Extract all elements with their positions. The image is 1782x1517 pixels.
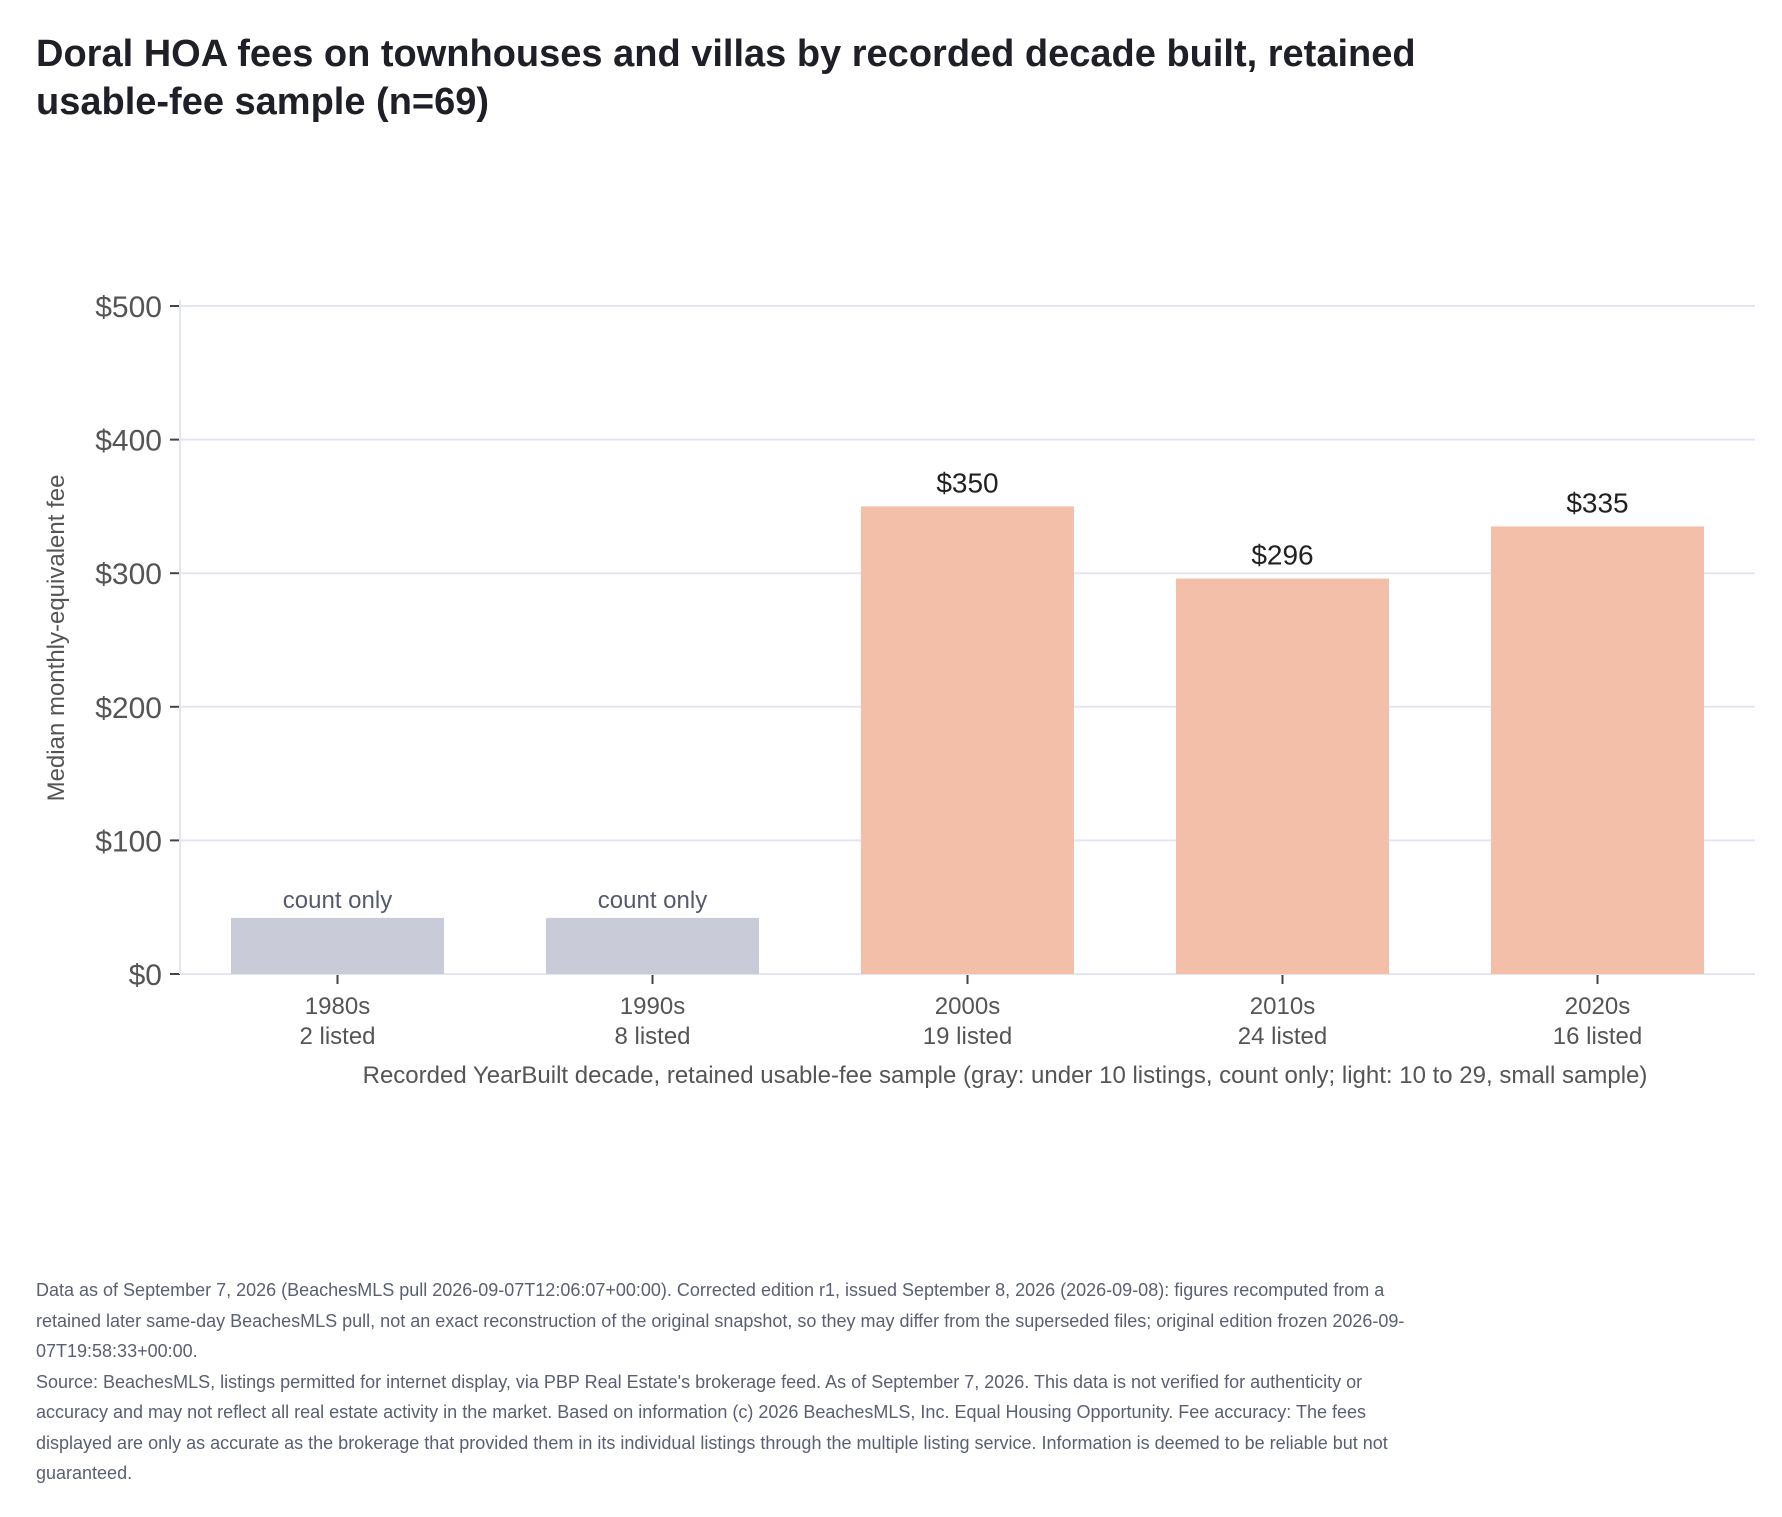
data-label: count only [283,887,392,914]
x-tick-count: 2 listed [299,1023,375,1050]
x-tick-count: 24 listed [1238,1023,1327,1050]
y-tick-label: $400 [95,425,162,458]
x-tick-count: 19 listed [923,1023,1012,1050]
x-tick-label: 1990s [620,993,685,1020]
y-tick-label: $0 [129,959,162,992]
x-tick-label: 2010s [1250,993,1315,1020]
x-tick-label: 1980s [305,993,370,1020]
data-label: $335 [1566,487,1628,518]
bar-chart: $0 $100 $200 $300 $400 $500 1980s 2 listed 1990s… [43,291,1755,1089]
y-tick-label: $500 [95,291,162,324]
y-tick-label: $100 [95,825,162,858]
x-tick-label: 2000s [935,993,1000,1020]
x-tick-count: 8 listed [614,1023,690,1050]
bars [231,506,1704,974]
data-label: $350 [936,467,998,498]
x-tick-label: 2020s [1565,993,1630,1020]
bar-2000s [861,506,1074,974]
x-axis-label: Recorded YearBuilt decade, retained usab… [363,1062,1648,1089]
chart-title: Doral HOA fees on townhouses and villas … [36,33,1416,123]
x-tick-count: 16 listed [1553,1023,1642,1050]
y-tick-label: $300 [95,558,162,591]
bar-2020s [1491,526,1704,974]
bar-1990s [546,917,759,974]
source-note: Source: BeachesMLS, listings permitted f… [36,1371,1388,1484]
data-label: count only [598,887,707,914]
bar-1980s [231,917,444,974]
labels: count only count only $350 $296 $335 [283,467,1629,913]
y-axis-label: Median monthly-equivalent fee [43,475,70,802]
data-label: $296 [1251,540,1313,571]
data-as-of-note: Data as of September 7, 2026 (BeachesMLS… [36,1280,1405,1361]
y-tick-label: $200 [95,692,162,725]
footnotes: Data as of September 7, 2026 (BeachesMLS… [36,1275,1416,1489]
bar-2010s [1176,578,1389,974]
